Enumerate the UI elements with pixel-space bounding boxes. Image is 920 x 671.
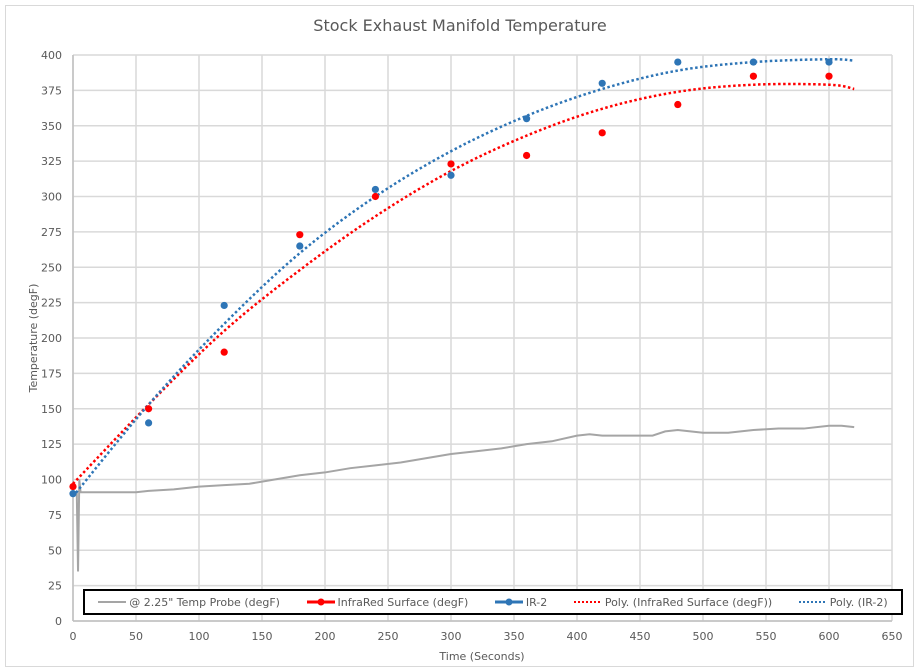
trendline-poly-ir-2: [72, 57, 855, 498]
y-tick-label: 300: [41, 191, 62, 204]
legend-item-ir2: IR-2: [494, 595, 548, 609]
data-point-ir-2: [296, 242, 304, 250]
data-point-infrared-surface-degf: [749, 72, 758, 80]
data-point-ir-2: [220, 301, 228, 310]
x-tick-label: 300: [441, 630, 462, 643]
y-tick-label: 0: [55, 615, 62, 628]
legend-swatch-ir2: [494, 598, 523, 606]
x-tick-label: 500: [693, 630, 714, 643]
y-tick-label: 175: [41, 367, 62, 380]
legend-swatch-poly-ir2: [798, 601, 827, 603]
y-tick-label: 200: [41, 332, 62, 345]
data-point-ir-2: [749, 58, 758, 66]
x-tick-label: 400: [567, 630, 588, 643]
series-group: [69, 57, 855, 572]
series-line-2-25-temp-probe-degf: [73, 424, 855, 572]
data-point-ir-2: [371, 185, 379, 194]
y-tick-label: 150: [41, 403, 62, 416]
y-tick-label: 225: [41, 297, 62, 310]
x-tick-label: 350: [504, 630, 525, 643]
data-point-infrared-surface-degf: [523, 151, 531, 160]
y-tick-label: 100: [41, 474, 62, 487]
x-axis-title: Time (Seconds): [438, 650, 524, 663]
legend-label-ir2: IR-2: [525, 595, 548, 609]
y-tick-label: 250: [41, 261, 62, 274]
chart-title: Stock Exhaust Manifold Temperature: [313, 16, 607, 35]
x-tick-label: 100: [189, 630, 210, 643]
legend-item-probe: @ 2.25" Temp Probe (degF): [98, 596, 280, 609]
legend-item-infrared: InfraRed Surface (degF): [306, 595, 469, 609]
legend-label-poly-infrared: Poly. (InfraRed Surface (degF)): [604, 595, 773, 609]
grid: [72, 54, 893, 622]
y-tick-label: 125: [41, 438, 62, 451]
data-point-infrared-surface-degf: [220, 348, 228, 356]
y-axis-title: Temperature (degF): [27, 284, 40, 394]
x-tick-label: 0: [70, 630, 77, 643]
y-tick-label: 350: [41, 120, 62, 133]
legend-swatch-poly-infrared: [573, 601, 602, 603]
legend-label-poly-ir2: Poly. (IR-2): [829, 595, 888, 609]
data-point-infrared-surface-degf: [674, 100, 682, 109]
trendline-poly-infrared-surface-degf: [72, 82, 855, 485]
x-tick-label: 250: [378, 630, 399, 643]
x-tick-label: 50: [129, 630, 143, 643]
data-point-ir-2: [523, 115, 531, 123]
data-point-infrared-surface-degf: [296, 231, 304, 239]
data-point-infrared-surface-degf: [447, 160, 455, 168]
legend-swatch-probe: [98, 601, 127, 603]
data-point-infrared-surface-degf: [145, 405, 153, 413]
y-tick-label: 75: [48, 509, 62, 522]
data-point-ir-2: [825, 58, 833, 66]
x-tick-label: 550: [756, 630, 777, 643]
data-point-infrared-surface-degf: [69, 482, 77, 491]
y-tick-label: 375: [41, 84, 62, 97]
legend: @ 2.25" Temp Probe (degF) InfraRed Surfa…: [83, 589, 903, 615]
data-point-infrared-surface-degf: [825, 72, 833, 80]
legend-item-poly-ir2: Poly. (IR-2): [798, 595, 888, 609]
data-point-ir-2: [674, 58, 682, 66]
legend-swatch-infrared: [306, 598, 335, 606]
x-axis-ticks: 0 50 100 150 200 250 300 350 400 450 500 550 600 650: [70, 630, 903, 643]
x-tick-label: 600: [819, 630, 840, 643]
legend-item-poly-infrared: Poly. (InfraRed Surface (degF)): [573, 595, 773, 609]
legend-label-probe: @ 2.25" Temp Probe (degF): [129, 595, 280, 609]
legend-label-infrared: InfraRed Surface (degF): [337, 595, 469, 609]
y-tick-label: 325: [41, 155, 62, 168]
data-point-infrared-surface-degf: [598, 129, 606, 137]
y-tick-label: 50: [48, 544, 62, 557]
data-point-infrared-surface-degf: [371, 192, 379, 201]
y-tick-label: 25: [48, 580, 62, 593]
y-tick-label: 275: [41, 226, 62, 239]
data-point-ir-2: [598, 79, 606, 87]
data-point-ir-2: [447, 171, 455, 179]
y-axis-ticks: 0 25 50 75 100 125 150 175 200 225 250 275 300 325 350…: [41, 49, 62, 628]
chart-frame: [5, 5, 914, 667]
x-tick-label: 450: [630, 630, 651, 643]
data-point-ir-2: [69, 490, 77, 498]
x-tick-label: 200: [315, 630, 336, 643]
data-point-ir-2: [145, 419, 153, 427]
x-tick-label: 650: [882, 630, 903, 643]
y-tick-label: 400: [41, 49, 62, 62]
x-tick-label: 150: [252, 630, 273, 643]
